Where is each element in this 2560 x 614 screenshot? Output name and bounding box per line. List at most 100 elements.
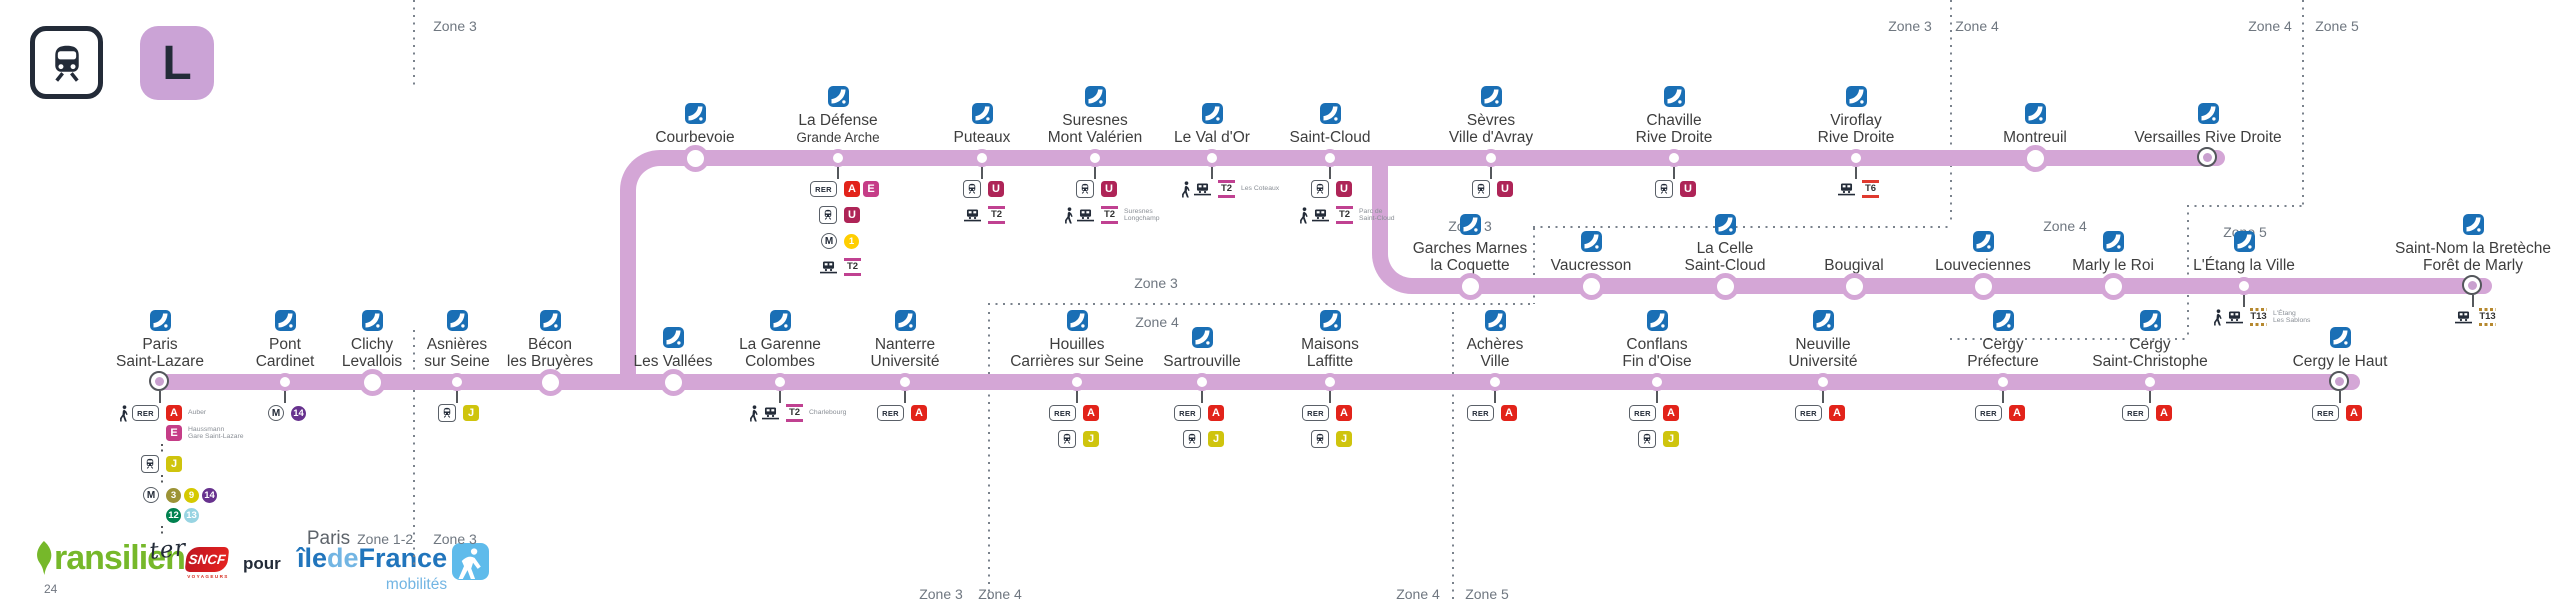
tram-icon [1194,183,1211,196]
station-name-line: Saint-Christophe [2092,353,2208,370]
station-icon [1580,231,1602,252]
station-name: Paris Saint-Lazare [116,336,204,370]
transilien-train-icon [963,180,981,198]
station-name: Saint-Nom la Bretèche Forêt de Marly [2395,240,2551,274]
line-chip-A: A [1829,405,1845,421]
line-chip-U: U [1680,181,1696,197]
train-icon [968,183,976,194]
tram-icon [2455,310,2472,324]
station-icon [274,310,296,331]
zone-label: Zone 3 [1134,275,1178,291]
zone-label: Zone 3 [919,586,963,602]
rail-line-saint-nom [1425,278,2492,294]
station-name: La Garenne Colombes [739,336,821,370]
station-name-line: Université [870,353,940,370]
station-icon [827,86,849,107]
interchange-right-group: 14 [291,404,306,422]
train-icon [1643,433,1651,444]
tram-line-T13: T13 [2479,307,2496,326]
interchange-left-group: RER [1174,404,1201,422]
interchange-right-group: A [1208,404,1224,422]
station-name-line: Louveciennes [1935,257,2031,274]
ter-logo: ter [148,535,188,565]
sncf-voyageurs-label: VOYAGEURS [187,573,229,579]
interchange-right-group: A [2156,404,2172,422]
station-name-line: Cardinet [255,353,315,370]
interchange-right-group: J [463,404,479,422]
station-name-line: La Garenne [739,336,821,353]
station-name: La Celle Saint-Cloud [1685,240,1766,274]
station-name-line: Vaucresson [1550,257,1632,274]
station-icon [1580,231,1602,252]
station-icon [1319,310,1341,331]
interchange-right-group: A Auber [166,404,206,422]
pour-label: pour [243,554,281,573]
station-icon [662,327,684,348]
line-chip-E: E [863,181,879,197]
station-name-line: Puteaux [953,129,1011,146]
station-stem [1329,167,1331,179]
station-name-line: Clichy [350,336,394,353]
transilien-train-icon [1655,180,1673,198]
interchange-left-group [1655,180,1673,198]
station-marker [2140,372,2159,391]
station-marker [275,372,294,391]
station-marker [1320,148,1339,167]
rer-icon: RER [1049,405,1076,421]
line-chip-J: J [463,405,479,421]
interchange-right-group: T2 Charlebourg [786,404,846,422]
interchange-right-group: A [1663,404,1679,422]
station-stem [1076,391,1078,403]
interchange-left-group [1181,180,1211,198]
station-marker [895,372,914,391]
line-chip-13: 13 [184,507,199,523]
station-stem [1494,391,1496,403]
station-icon [2024,103,2046,124]
station-icon [684,103,706,124]
station-name-line: L'Étang la Ville [2193,257,2295,274]
tram-line-T6: T6 [1862,179,1879,198]
station-marker [972,148,991,167]
interchange-left-group [1076,180,1094,198]
station-icon [2233,231,2255,252]
station-stem [1656,391,1658,403]
transilien-train-icon [1472,180,1490,198]
zone-label: Zone 4 [1135,314,1179,330]
interchange-right-group: U [1336,180,1352,198]
idf-mobilites-icon [452,543,489,585]
rail-curve [1372,163,1438,294]
tram-icon [762,407,779,420]
zone-boundary-dashes [988,312,991,604]
station-icon [1201,103,1223,124]
transilien-wordmark: ransilien [36,541,186,575]
station-name: Houilles Carrières sur Seine [1010,336,1144,370]
train-icon [1477,183,1485,194]
paris-label: Paris [306,528,351,549]
interchange-right-group: T2 Les Coteaux [1218,180,1279,198]
paris-zone-range: Zone 1-2 [357,531,414,547]
interchange-right-group: J [1208,430,1224,448]
rer-icon: RER [2312,405,2339,421]
tram-line-T2: T2 [1101,205,1118,224]
station-icon [1319,103,1341,124]
station-marker [1664,148,1683,167]
station-name-line: Courbevoie [655,129,735,146]
station-icon [769,310,791,331]
station-icon [1845,86,1867,107]
station-icon [2102,231,2124,252]
interchange-right-group: J [1663,430,1679,448]
station-icon [971,103,993,124]
rer-icon: RER [1975,405,2002,421]
station-name-line: La Défense [798,112,878,129]
interchange-left-group [964,206,981,224]
station-marker [1192,372,1211,391]
station-icon [149,310,171,331]
idf-ile: île [297,543,328,573]
line-chip-U: U [988,181,1004,197]
station-name-line: Nanterre [874,336,936,353]
ile-de-france-mobilites-wordmark: îledeFrance mobilités [297,543,447,594]
station-name: Neuville Université [1789,336,1858,370]
station-marker [2234,276,2253,295]
station-name: Puteaux [954,129,1011,146]
line-chip-9: 9 [184,487,199,503]
